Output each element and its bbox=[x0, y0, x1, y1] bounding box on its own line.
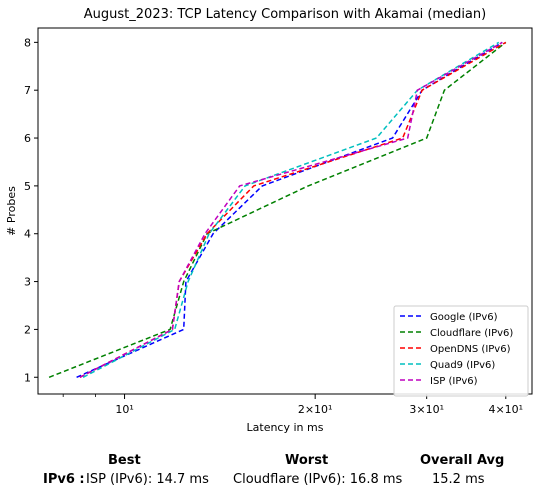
x-tick-label: 3×10¹ bbox=[409, 403, 444, 416]
x-axis-label: Latency in ms bbox=[247, 421, 324, 434]
y-tick-label: 8 bbox=[24, 36, 31, 49]
y-tick-label: 3 bbox=[24, 276, 31, 289]
overall-avg-header: Overall Avg bbox=[420, 453, 505, 468]
legend-box bbox=[393, 305, 529, 397]
y-tick-label: 1 bbox=[24, 371, 31, 384]
summary-table: Best Worst Overall Avg IPv6 : ISP (IPv6)… bbox=[0, 448, 541, 494]
best-header: Best bbox=[108, 453, 141, 468]
series-line-1 bbox=[48, 41, 507, 378]
series-line-0 bbox=[76, 41, 503, 378]
y-axis-label: # Probes bbox=[5, 186, 18, 236]
legend-entry: Quad9 (IPv6) bbox=[430, 360, 495, 371]
x-tick-label: 2×10¹ bbox=[298, 403, 333, 416]
series-line-4 bbox=[79, 41, 503, 378]
y-axis: 1 2 3 4 5 6 7 8 bbox=[24, 36, 38, 384]
y-tick-label: 5 bbox=[24, 180, 31, 193]
overall-avg-value: 15.2 ms bbox=[432, 472, 485, 487]
x-tick-label: 10¹ bbox=[115, 403, 133, 416]
y-tick-label: 2 bbox=[24, 323, 31, 336]
legend-entry: Google (IPv6) bbox=[430, 312, 498, 323]
chart-title: August_2023: TCP Latency Comparison with… bbox=[84, 7, 486, 22]
best-value: ISP (IPv6): 14.7 ms bbox=[86, 472, 209, 487]
x-tick-label: 4×10¹ bbox=[488, 403, 523, 416]
x-axis: 10¹ 2×10¹ 3×10¹ 4×10¹ bbox=[62, 394, 523, 416]
legend: Google (IPv6) Cloudflare (IPv6) OpenDNS (I… bbox=[393, 305, 529, 397]
latency-chart: August_2023: TCP Latency Comparison with… bbox=[5, 7, 533, 434]
worst-header: Worst bbox=[285, 453, 329, 468]
legend-entry: OpenDNS (IPv6) bbox=[430, 344, 511, 355]
y-tick-label: 6 bbox=[24, 132, 31, 145]
row-label-ipv6: IPv6 : bbox=[43, 472, 85, 487]
y-tick-label: 7 bbox=[24, 84, 31, 97]
worst-value: Cloudflare (IPv6): 16.8 ms bbox=[233, 472, 403, 487]
legend-entry: ISP (IPv6) bbox=[430, 376, 478, 387]
y-tick-label: 4 bbox=[24, 228, 31, 241]
plot-frame bbox=[37, 27, 533, 395]
series-line-3 bbox=[82, 41, 500, 378]
legend-entry: Cloudflare (IPv6) bbox=[430, 328, 513, 339]
plot-lines bbox=[48, 41, 507, 378]
